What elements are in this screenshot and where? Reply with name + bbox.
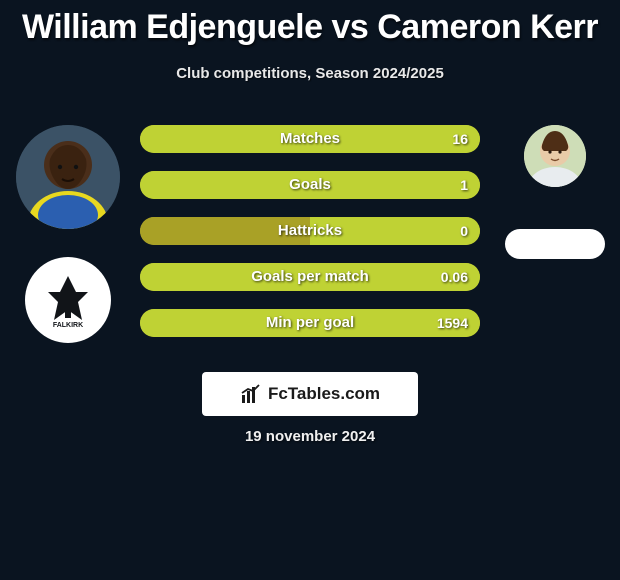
player-right-column [500, 125, 610, 259]
stat-bar-value-right: 0 [460, 217, 468, 245]
stat-bar-value-right: 1594 [437, 309, 468, 337]
stat-bar: Goals per match0.06 [140, 263, 480, 291]
player-left-column: FALKIRK [8, 125, 128, 343]
stat-bar: Min per goal1594 [140, 309, 480, 337]
stat-bar: Goals1 [140, 171, 480, 199]
stat-bar-value-right: 1 [460, 171, 468, 199]
stat-bars: Matches16 Goals1 Hattricks0 Goals per match… [140, 125, 480, 355]
player-left-club-logo: FALKIRK [25, 257, 111, 343]
stat-bar-value-right: 0.06 [441, 263, 468, 291]
stat-bar-label: Hattricks [140, 217, 480, 245]
player-right-club-logo [505, 229, 605, 259]
brand-text: FcTables.com [268, 384, 380, 404]
stat-bar: Hattricks0 [140, 217, 480, 245]
player-left-avatar [16, 125, 120, 229]
stat-bar-label: Min per goal [140, 309, 480, 337]
stat-bar-value-right: 16 [452, 125, 468, 153]
stat-bar-label: Goals [140, 171, 480, 199]
svg-text:FALKIRK: FALKIRK [53, 322, 83, 329]
brand-badge: FcTables.com [202, 372, 418, 416]
player-right-avatar [524, 125, 586, 187]
stat-bar-label: Goals per match [140, 263, 480, 291]
stat-bar: Matches16 [140, 125, 480, 153]
stat-bar-label: Matches [140, 125, 480, 153]
chart-icon [240, 383, 262, 405]
subtitle: Club competitions, Season 2024/2025 [0, 65, 620, 82]
page-title: William Edjenguele vs Cameron Kerr [0, 0, 620, 47]
date-label: 19 november 2024 [0, 428, 620, 445]
